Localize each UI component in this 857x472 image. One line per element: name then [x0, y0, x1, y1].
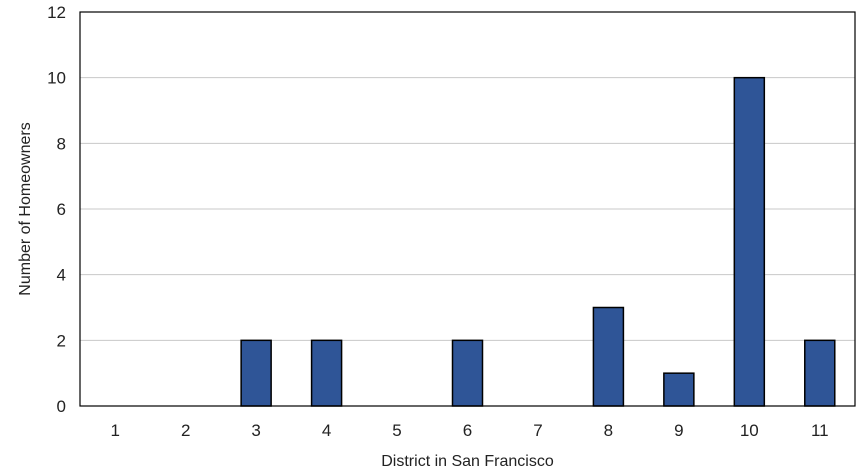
bar — [451, 339, 484, 407]
x-tick-label: 6 — [463, 421, 472, 440]
y-tick-label: 4 — [57, 266, 66, 285]
bar — [310, 339, 343, 407]
x-axis-title: District in San Francisco — [381, 453, 554, 470]
x-tick-label: 2 — [181, 421, 190, 440]
x-tick-label: 11 — [811, 421, 829, 440]
y-tick-label: 8 — [57, 134, 66, 153]
bar — [804, 339, 836, 407]
bars — [240, 76, 836, 407]
x-tick-labels: 1 2 3 4 5 6 7 8 9 10 11 — [110, 421, 828, 440]
bar — [733, 76, 766, 407]
y-tick-labels: 0 2 4 6 8 10 12 — [47, 3, 66, 416]
y-axis-title: Number of Homeowners — [17, 122, 34, 295]
x-tick-label: 7 — [533, 421, 542, 440]
plot-frame — [79, 11, 856, 407]
y-tick-label: 6 — [57, 200, 66, 219]
axes — [79, 11, 856, 407]
y-tick-label: 12 — [47, 3, 66, 22]
x-tick-label: 4 — [322, 421, 331, 440]
y-tick-label: 0 — [57, 397, 66, 416]
x-tick-label: 1 — [110, 421, 119, 440]
bar — [592, 306, 625, 407]
y-tick-label: 2 — [57, 331, 66, 350]
x-tick-label: 8 — [604, 421, 613, 440]
x-tick-label: 10 — [740, 421, 759, 440]
x-tick-label: 3 — [251, 421, 260, 440]
bar — [663, 372, 695, 407]
bar — [240, 339, 272, 407]
x-tick-label: 9 — [674, 421, 683, 440]
x-tick-label: 5 — [392, 421, 401, 440]
y-tick-label: 10 — [47, 69, 66, 88]
